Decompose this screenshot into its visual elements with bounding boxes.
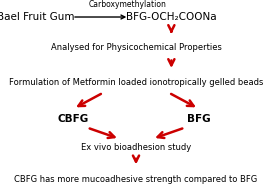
- Text: BFG: BFG: [187, 114, 210, 124]
- Text: CBFG has more mucoadhesive strength compared to BFG: CBFG has more mucoadhesive strength comp…: [14, 175, 258, 184]
- Text: Analysed for Physicochemical Properties: Analysed for Physicochemical Properties: [51, 43, 221, 52]
- Text: Carboxymethylation: Carboxymethylation: [89, 0, 167, 9]
- Text: CBFG: CBFG: [58, 114, 89, 124]
- Text: Formulation of Metformin loaded ionotropically gelled beads: Formulation of Metformin loaded ionotrop…: [9, 78, 263, 87]
- Text: Ex vivo bioadhesion study: Ex vivo bioadhesion study: [81, 143, 191, 152]
- Text: BFG-OCH₂COONa: BFG-OCH₂COONa: [126, 12, 217, 22]
- Text: Bael Fruit Gum: Bael Fruit Gum: [0, 12, 74, 22]
